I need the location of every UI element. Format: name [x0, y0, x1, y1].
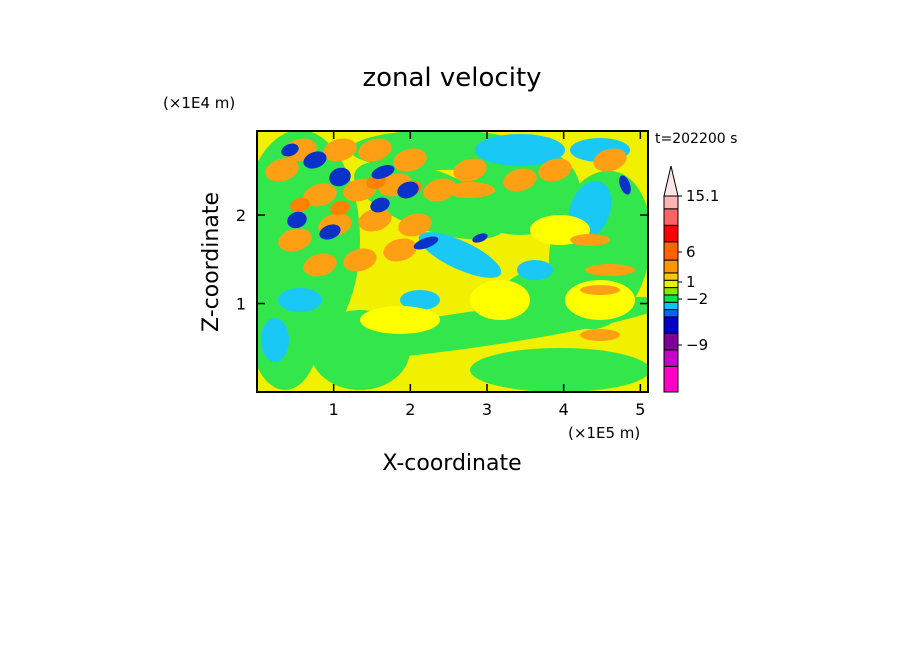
orange-cell: [593, 148, 627, 172]
colorbar-label: 6: [686, 243, 696, 261]
orange-cell: [323, 138, 357, 162]
orange-streak: [580, 285, 620, 295]
orange-cell: [398, 213, 432, 237]
colorbar-segment: [663, 294, 679, 303]
x-tick-label: 3: [482, 400, 492, 419]
cyan-region: [517, 260, 553, 280]
y-axis-title: Z-coordinate: [199, 192, 224, 332]
blue-cell: [413, 236, 439, 250]
orange-cell: [383, 238, 417, 262]
y-tick-label: 2: [236, 206, 246, 225]
y-unit-label: (×1E4 m): [163, 94, 235, 112]
colorbar: [663, 165, 679, 393]
plot-frame: [256, 130, 649, 393]
blue-cell: [472, 233, 488, 243]
x-tick-label: 4: [559, 400, 569, 419]
cyan-region: [400, 290, 440, 310]
colorbar-segment: [663, 272, 679, 281]
x-tick-label: 2: [405, 400, 415, 419]
colorbar-segment: [663, 279, 679, 289]
colorbar-segment: [663, 259, 679, 274]
x-unit-label: (×1E5 m): [568, 424, 640, 442]
colorbar-segment: [663, 287, 679, 296]
blue-cell: [619, 175, 631, 195]
blue-cell: [319, 224, 341, 240]
colorbar-segment: [663, 332, 679, 351]
colorbar-segment: [663, 241, 679, 261]
orange-cell: [538, 158, 572, 182]
orange-cell: [303, 183, 337, 207]
colorbar-segment: [663, 309, 679, 318]
x-axis-title: X-coordinate: [382, 451, 521, 476]
x-tick-label: 5: [635, 400, 645, 419]
y-tick-label: 1: [236, 295, 246, 314]
cyan-region: [475, 134, 565, 166]
colorbar-segment: [663, 365, 679, 393]
velocity-field: [257, 131, 648, 392]
colorbar-segment: [663, 224, 679, 243]
orange-cell: [278, 228, 312, 252]
y-axis-ticks: 12: [236, 206, 648, 314]
blue-cell: [370, 197, 390, 213]
colorbar-label: 15.1: [686, 187, 719, 205]
dark-orange-cell: [330, 200, 350, 216]
colorbar-label: −9: [686, 336, 708, 354]
cyan-region: [418, 232, 502, 278]
colorbar-label: 1: [686, 273, 696, 291]
yellow-region: [470, 280, 530, 320]
green-region: [470, 348, 648, 392]
blue-cell: [281, 143, 299, 157]
orange-streak: [570, 234, 610, 246]
colorbar-extend-arrow: [663, 165, 679, 197]
orange-cell: [303, 253, 337, 277]
colorbar-segment: [663, 208, 679, 226]
colorbar-segment: [663, 349, 679, 367]
blue-cell: [303, 151, 327, 169]
dark-orange-cell: [290, 197, 310, 213]
orange-cell: [453, 158, 487, 182]
green-region: [500, 270, 580, 330]
orange-streak: [585, 264, 635, 276]
yellow-region: [360, 306, 440, 334]
x-tick-label: 1: [329, 400, 339, 419]
orange-cell: [503, 168, 537, 192]
orange-cell: [265, 158, 299, 182]
blue-cell: [329, 167, 351, 187]
colorbar-labels: 15.1 6 1−2 −9: [678, 187, 719, 354]
orange-cell: [343, 248, 377, 272]
colorbar-label: −2: [686, 290, 708, 308]
orange-cell: [358, 138, 392, 162]
cyan-region: [261, 318, 289, 362]
colorbar-segment: [663, 301, 679, 311]
orange-cell: [393, 148, 427, 172]
time-label: t=202200 s: [655, 131, 737, 147]
chart-title: zonal velocity: [362, 63, 541, 93]
orange-streak: [580, 329, 620, 341]
orange-cell: [423, 178, 457, 202]
colorbar-segment: [663, 316, 679, 334]
blue-cell: [287, 211, 307, 229]
orange-cell: [358, 208, 392, 232]
orange-streak: [445, 182, 495, 198]
x-axis-ticks: 1 2 3 4 5: [329, 131, 645, 419]
blue-cell: [397, 181, 419, 199]
cyan-region: [278, 288, 322, 312]
blue-cell: [371, 165, 395, 179]
colorbar-segment: [663, 195, 679, 210]
